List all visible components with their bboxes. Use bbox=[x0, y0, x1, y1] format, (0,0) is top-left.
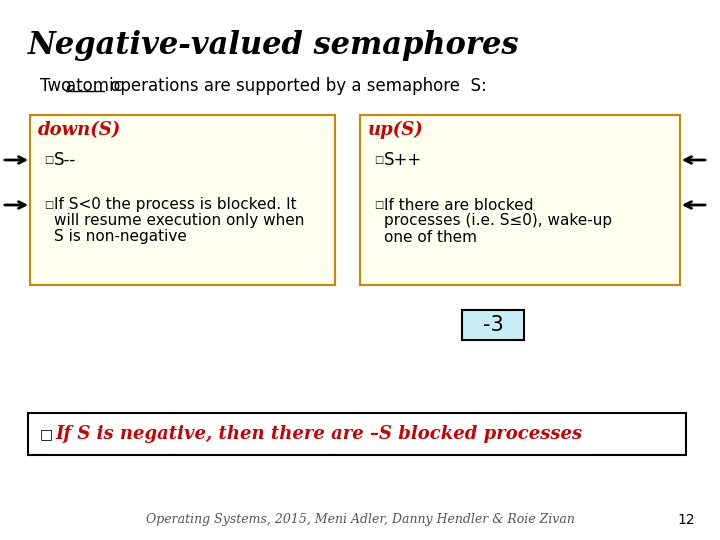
Text: up(S): up(S) bbox=[368, 121, 424, 139]
Text: 12: 12 bbox=[678, 513, 695, 527]
Text: □: □ bbox=[374, 200, 383, 210]
Text: If S is negative, then there are –S blocked processes: If S is negative, then there are –S bloc… bbox=[55, 425, 582, 443]
Text: -3: -3 bbox=[482, 315, 503, 335]
Text: S++: S++ bbox=[384, 151, 422, 169]
Bar bbox=[28, 413, 686, 455]
Text: operations are supported by a semaphore  S:: operations are supported by a semaphore … bbox=[105, 77, 487, 95]
Text: □: □ bbox=[40, 427, 53, 441]
Text: □: □ bbox=[44, 155, 53, 165]
Text: one of them: one of them bbox=[384, 230, 477, 245]
Bar bbox=[462, 310, 524, 340]
Text: will resume execution only when: will resume execution only when bbox=[54, 213, 305, 228]
Text: □: □ bbox=[374, 155, 383, 165]
Bar bbox=[30, 115, 335, 285]
Text: processes (i.e. S≤0), wake-up: processes (i.e. S≤0), wake-up bbox=[384, 213, 612, 228]
Text: down(S): down(S) bbox=[38, 121, 121, 139]
Text: Negative-valued semaphores: Negative-valued semaphores bbox=[28, 30, 520, 61]
Bar bbox=[360, 115, 680, 285]
Text: atomic: atomic bbox=[66, 77, 122, 95]
Text: If there are blocked: If there are blocked bbox=[384, 198, 534, 213]
Text: If S<0 the process is blocked. It: If S<0 the process is blocked. It bbox=[54, 198, 297, 213]
Text: □: □ bbox=[44, 200, 53, 210]
Text: S--: S-- bbox=[54, 151, 76, 169]
Text: Operating Systems, 2015, Meni Adler, Danny Hendler & Roie Zivan: Operating Systems, 2015, Meni Adler, Dan… bbox=[145, 514, 575, 526]
Text: S is non-negative: S is non-negative bbox=[54, 230, 187, 245]
Text: Two: Two bbox=[40, 77, 76, 95]
